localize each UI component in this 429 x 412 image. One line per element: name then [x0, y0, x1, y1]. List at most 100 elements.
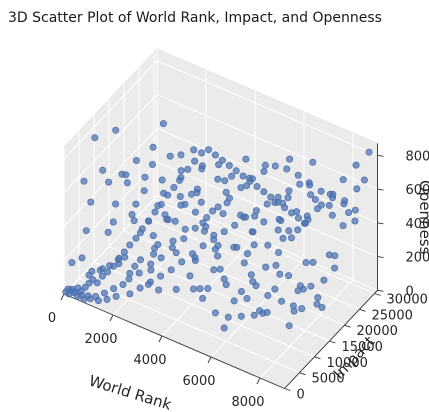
- data-point: [252, 207, 260, 215]
- data-point: [222, 188, 230, 196]
- data-point: [99, 166, 107, 174]
- x-tick-mark: [158, 335, 163, 343]
- data-point: [202, 223, 210, 231]
- data-point: [136, 256, 144, 264]
- y-tick-mark: [284, 388, 291, 391]
- data-point: [225, 161, 233, 169]
- data-points: [62, 120, 373, 332]
- data-point: [237, 184, 245, 192]
- data-point: [193, 185, 201, 193]
- data-point: [299, 285, 307, 293]
- z-grid-line: [156, 127, 378, 224]
- data-point: [136, 284, 144, 292]
- y-tick-mark: [299, 372, 306, 376]
- data-point: [148, 160, 156, 168]
- y-grid-line: [138, 214, 360, 310]
- data-point: [283, 165, 291, 173]
- z-grid-line: [63, 60, 158, 160]
- z-axis-label: Openness: [416, 180, 429, 255]
- data-point: [68, 285, 76, 293]
- data-point: [119, 280, 127, 288]
- data-point: [262, 263, 270, 271]
- data-point: [65, 290, 73, 298]
- data-point: [172, 285, 180, 293]
- data-point: [307, 282, 315, 290]
- data-point: [230, 297, 238, 305]
- data-point: [286, 155, 294, 163]
- data-point: [109, 218, 117, 226]
- data-point: [157, 272, 165, 280]
- data-point: [209, 207, 217, 215]
- data-point: [91, 134, 99, 142]
- y-tick-label: 25000: [372, 308, 413, 323]
- x-tick-label: 0: [48, 311, 56, 326]
- data-point: [300, 219, 308, 227]
- data-point: [245, 174, 253, 182]
- data-point: [261, 161, 269, 169]
- data-point: [99, 265, 107, 273]
- data-point: [169, 237, 177, 245]
- x-tick-label: 8000: [231, 395, 264, 410]
- data-point: [106, 262, 114, 270]
- data-point: [177, 174, 185, 182]
- data-point: [112, 292, 120, 300]
- data-point: [198, 162, 206, 170]
- data-point: [285, 227, 293, 235]
- data-point: [189, 285, 197, 293]
- data-point: [340, 200, 348, 208]
- data-point: [210, 235, 218, 243]
- data-point: [231, 221, 239, 229]
- data-point: [237, 211, 245, 219]
- data-point: [307, 191, 315, 199]
- data-point: [158, 176, 166, 184]
- data-point: [302, 258, 310, 266]
- data-point: [305, 179, 313, 187]
- data-point: [130, 217, 138, 225]
- data-point: [211, 309, 219, 317]
- data-point: [249, 228, 257, 236]
- data-point: [260, 167, 268, 175]
- data-point: [149, 143, 157, 151]
- data-point: [112, 126, 120, 134]
- axis-lines: [63, 143, 378, 389]
- x-tick-label: 4000: [133, 353, 166, 368]
- data-point: [214, 241, 222, 249]
- data-point: [331, 252, 339, 260]
- data-point: [351, 206, 359, 214]
- data-point: [294, 226, 302, 234]
- data-point: [94, 297, 102, 305]
- data-point: [140, 187, 148, 195]
- data-point: [311, 195, 319, 203]
- data-point: [167, 266, 175, 274]
- y-tick-label: 10000: [327, 356, 368, 371]
- data-point: [98, 272, 106, 280]
- data-point: [187, 190, 195, 198]
- data-point: [239, 172, 247, 180]
- y-tick-mark: [314, 356, 321, 360]
- data-point: [147, 266, 155, 274]
- data-point: [320, 276, 328, 284]
- data-point: [101, 289, 109, 297]
- data-point: [85, 271, 93, 279]
- data-point: [159, 120, 167, 128]
- data-point: [145, 217, 153, 225]
- data-point: [242, 155, 250, 163]
- z-grid-line: [63, 195, 158, 295]
- data-point: [149, 232, 157, 240]
- x-axis-label: World Rank: [87, 372, 174, 412]
- data-point: [150, 250, 158, 258]
- data-point: [325, 201, 333, 209]
- data-point: [210, 266, 218, 274]
- data-point: [157, 200, 165, 208]
- data-point: [339, 176, 347, 184]
- data-point: [155, 286, 163, 294]
- data-point: [351, 217, 359, 225]
- data-point: [276, 270, 284, 278]
- data-point: [223, 199, 231, 207]
- data-point: [164, 216, 172, 224]
- chart-title: 3D Scatter Plot of World Rank, Impact, a…: [8, 10, 382, 26]
- data-point: [181, 200, 189, 208]
- data-point: [112, 200, 120, 208]
- y-tick-mark: [329, 340, 336, 344]
